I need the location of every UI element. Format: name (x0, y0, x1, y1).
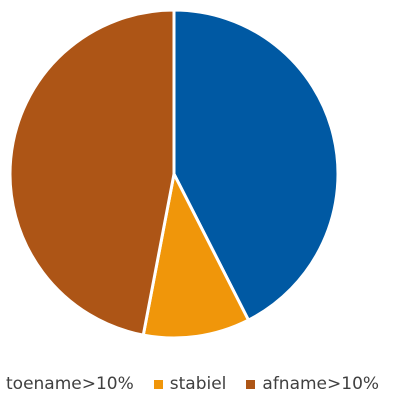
legend-swatch-stabiel (153, 379, 163, 389)
legend-item-afname: afname>10% (246, 374, 379, 394)
legend-label-toename: toename>10% (6, 374, 134, 394)
legend-item-stabiel: stabiel (153, 374, 227, 394)
legend-swatch-afname (246, 379, 256, 389)
legend-label-afname: afname>10% (262, 374, 380, 394)
legend-label-stabiel: stabiel (169, 374, 227, 394)
pie-slice-stabiel (141, 172, 250, 340)
pie-slice-toename (172, 8, 340, 322)
legend-item-toename: toename>10% (0, 374, 134, 394)
legend: toename>10% stabiel afname>10% (0, 372, 399, 394)
pie-slice-afname (8, 8, 176, 337)
